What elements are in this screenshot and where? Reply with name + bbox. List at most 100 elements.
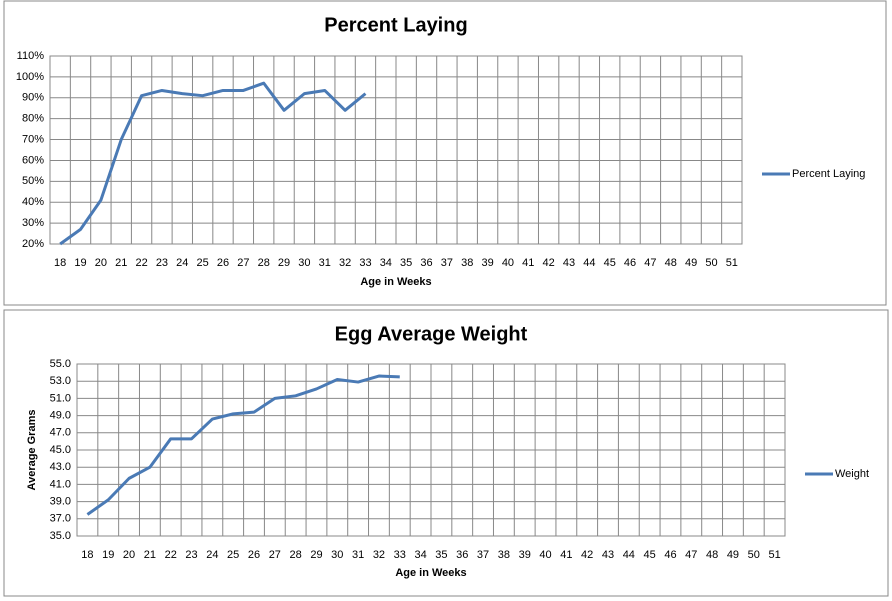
x-tick-label: 33 — [359, 257, 371, 269]
x-tick-label: 30 — [298, 257, 310, 269]
x-tick-label: 21 — [144, 549, 156, 561]
y-tick-label: 41.0 — [50, 478, 71, 490]
x-tick-label: 23 — [156, 257, 168, 269]
y-tick-label: 43.0 — [50, 461, 71, 473]
x-tick-label: 51 — [768, 549, 780, 561]
x-tick-label: 24 — [176, 257, 188, 269]
x-tick-label: 43 — [563, 257, 575, 269]
x-tick-label: 37 — [441, 257, 453, 269]
x-tick-label: 29 — [310, 549, 322, 561]
legend-label: Percent Laying — [792, 168, 865, 180]
x-tick-label: 20 — [95, 257, 107, 269]
x-tick-label: 38 — [498, 549, 510, 561]
x-tick-label: 49 — [727, 549, 739, 561]
y-tick-label: 51.0 — [50, 392, 71, 404]
x-tick-label: 47 — [644, 257, 656, 269]
x-tick-label: 26 — [248, 549, 260, 561]
x-tick-label: 42 — [581, 549, 593, 561]
x-tick-label: 34 — [380, 257, 392, 269]
y-tick-label: 80% — [22, 113, 44, 125]
y-tick-label: 30% — [22, 217, 44, 229]
x-tick-label: 32 — [373, 549, 385, 561]
x-tick-label: 36 — [456, 549, 468, 561]
x-tick-label: 41 — [560, 549, 572, 561]
x-tick-label: 49 — [685, 257, 697, 269]
plot-border — [76, 363, 786, 537]
x-tick-label: 41 — [522, 257, 534, 269]
x-tick-label: 18 — [81, 549, 93, 561]
x-tick-label: 31 — [319, 257, 331, 269]
x-tick-label: 19 — [102, 549, 114, 561]
y-tick-label: 100% — [16, 71, 44, 83]
x-tick-label: 33 — [394, 549, 406, 561]
x-tick-label: 37 — [477, 549, 489, 561]
y-tick-label: 39.0 — [50, 496, 71, 508]
y-tick-label: 47.0 — [50, 427, 71, 439]
x-tick-label: 45 — [604, 257, 616, 269]
x-tick-label: 39 — [481, 257, 493, 269]
y-tick-label: 50% — [22, 175, 44, 187]
x-tick-label: 27 — [269, 549, 281, 561]
x-tick-label: 23 — [185, 549, 197, 561]
x-tick-label: 22 — [165, 549, 177, 561]
y-tick-label: 55.0 — [50, 358, 71, 370]
x-tick-label: 18 — [54, 257, 66, 269]
x-tick-label: 30 — [331, 549, 343, 561]
x-tick-label: 25 — [227, 549, 239, 561]
x-tick-label: 38 — [461, 257, 473, 269]
x-tick-label: 34 — [414, 549, 426, 561]
y-tick-label: 49.0 — [50, 410, 71, 422]
chart-frame — [3, 309, 889, 597]
x-tick-label: 40 — [502, 257, 514, 269]
x-tick-label: 48 — [706, 549, 718, 561]
x-tick-label: 35 — [400, 257, 412, 269]
x-tick-label: 28 — [290, 549, 302, 561]
plot-border — [49, 55, 743, 245]
x-tick-label: 45 — [644, 549, 656, 561]
x-tick-label: 24 — [206, 549, 218, 561]
x-tick-label: 46 — [664, 549, 676, 561]
x-tick-label: 35 — [435, 549, 447, 561]
x-tick-label: 22 — [135, 257, 147, 269]
x-axis-title: Age in Weeks — [395, 567, 466, 579]
x-tick-label: 47 — [685, 549, 697, 561]
x-tick-label: 48 — [665, 257, 677, 269]
x-tick-label: 39 — [519, 549, 531, 561]
x-tick-label: 32 — [339, 257, 351, 269]
chart-frame — [3, 0, 887, 306]
x-tick-label: 29 — [278, 257, 290, 269]
x-tick-label: 26 — [217, 257, 229, 269]
x-tick-label: 31 — [352, 549, 364, 561]
x-tick-label: 43 — [602, 549, 614, 561]
data-line — [86, 374, 400, 516]
x-tick-label: 50 — [748, 549, 760, 561]
y-tick-label: 60% — [22, 154, 44, 166]
x-tick-label: 46 — [624, 257, 636, 269]
y-tick-label: 35.0 — [50, 530, 71, 542]
x-tick-label: 20 — [123, 549, 135, 561]
x-tick-label: 51 — [726, 257, 738, 269]
y-axis-title: Average Grams — [26, 410, 38, 491]
y-tick-label: 90% — [22, 92, 44, 104]
x-tick-label: 36 — [420, 257, 432, 269]
x-tick-label: 25 — [197, 257, 209, 269]
y-tick-label: 37.0 — [50, 513, 71, 525]
x-tick-label: 44 — [623, 549, 635, 561]
x-tick-label: 28 — [258, 257, 270, 269]
x-tick-label: 42 — [543, 257, 555, 269]
chart-title: Egg Average Weight — [335, 323, 528, 345]
x-tick-label: 27 — [237, 257, 249, 269]
data-line — [59, 81, 367, 246]
x-tick-label: 50 — [705, 257, 717, 269]
y-tick-label: 53.0 — [50, 375, 71, 387]
x-axis-title: Age in Weeks — [360, 276, 431, 288]
x-tick-label: 21 — [115, 257, 127, 269]
x-tick-label: 40 — [539, 549, 551, 561]
y-tick-label: 20% — [22, 238, 44, 250]
y-tick-label: 70% — [22, 133, 44, 145]
y-tick-label: 110% — [17, 50, 45, 62]
x-tick-label: 19 — [74, 257, 86, 269]
x-tick-label: 44 — [583, 257, 595, 269]
